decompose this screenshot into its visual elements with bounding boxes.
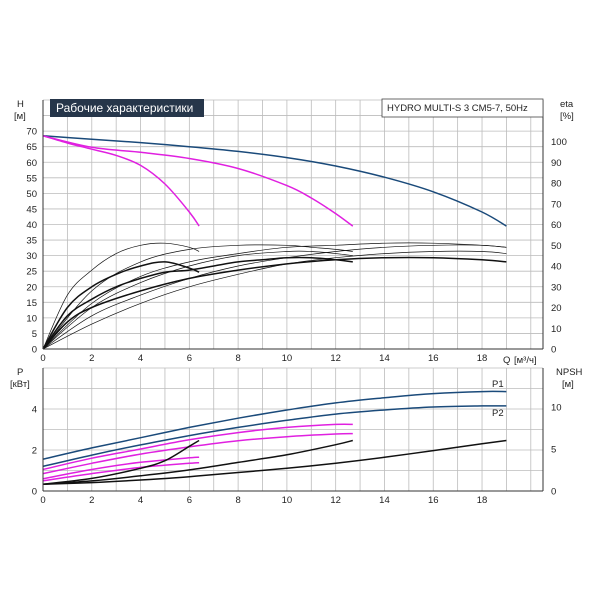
P-reduced-curve — [42, 456, 200, 480]
eta-curve — [42, 256, 353, 350]
lower-q-tick-label: 14 — [379, 495, 390, 506]
lower-q-tick-label: 10 — [282, 495, 293, 506]
npsh-tick-label: 0 — [551, 487, 556, 498]
lower-q-tick-label: 6 — [187, 495, 192, 506]
q-tick-label: 10 — [282, 353, 293, 364]
lower-q-tick-label: 18 — [477, 495, 488, 506]
npsh-axis-unit: [м] — [562, 379, 574, 390]
h-tick-label: 0 — [32, 345, 37, 356]
eta-axis-unit: [%] — [560, 111, 574, 122]
eta-axis-label: eta — [560, 99, 574, 110]
model-label: HYDRO MULTI-S 3 CM5-7, 50Hz — [387, 103, 528, 114]
q-tick-label: 0 — [40, 353, 45, 364]
h-tick-label: 60 — [26, 158, 37, 169]
h-tick-label: 35 — [26, 236, 37, 247]
tick-labels: 0510152025303540455055606570010203040506… — [26, 127, 566, 506]
p-axis-unit: [кВт] — [10, 379, 30, 390]
h-tick-label: 20 — [26, 282, 37, 293]
h-tick-label: 5 — [32, 329, 37, 340]
plot-axes — [42, 100, 544, 492]
lower-q-tick-label: 8 — [235, 495, 240, 506]
eta-thin-curve — [42, 250, 353, 350]
h-tick-label: 45 — [26, 204, 37, 215]
lower-plot-grid — [43, 367, 543, 491]
q-axis-label: Q — [503, 355, 510, 366]
head-curve — [42, 135, 200, 227]
eta-tick-label: 70 — [551, 199, 562, 210]
lower-q-tick-label: 2 — [89, 495, 94, 506]
h-tick-label: 70 — [26, 127, 37, 138]
eta-tick-label: 30 — [551, 282, 562, 293]
head-curve — [42, 135, 354, 227]
p2-curve — [42, 405, 507, 468]
model-box — [381, 98, 544, 118]
q-tick-label: 8 — [235, 353, 240, 364]
q-tick-label: 4 — [138, 353, 143, 364]
eta-thin-curve — [42, 242, 507, 350]
eta-tick-label: 90 — [551, 158, 562, 169]
eta-thin-curve — [42, 242, 200, 350]
P-reduced-curve — [42, 423, 353, 471]
npsh-curve — [42, 439, 200, 486]
npsh-curve — [42, 439, 507, 486]
p2-label: P2 — [492, 408, 504, 419]
upper-plot-curves — [42, 135, 507, 350]
eta-thin-curve — [42, 244, 507, 350]
head-curve — [42, 135, 507, 227]
npsh-tick-label: 5 — [551, 444, 556, 455]
lower-plot-curves — [42, 390, 507, 486]
lower-q-tick-label: 0 — [40, 495, 45, 506]
eta-tick-label: 40 — [551, 262, 562, 273]
q-tick-label: 18 — [477, 353, 488, 364]
npsh-tick-label: 10 — [551, 402, 562, 413]
h-tick-label: 30 — [26, 251, 37, 262]
eta-thin-curve — [42, 244, 353, 350]
eta-curve — [42, 261, 200, 350]
q-tick-label: 14 — [379, 353, 390, 364]
h-tick-label: 40 — [26, 220, 37, 231]
q-tick-label: 16 — [428, 353, 439, 364]
eta-tick-label: 0 — [551, 345, 556, 356]
p-tick-label: 0 — [32, 487, 37, 498]
lower-q-tick-label: 4 — [138, 495, 143, 506]
P-reduced-curve — [42, 432, 353, 475]
npsh-curve — [42, 439, 353, 486]
q-tick-label: 6 — [187, 353, 192, 364]
eta-tick-label: 80 — [551, 179, 562, 190]
eta-tick-label: 20 — [551, 303, 562, 314]
eta-thin-curve — [42, 250, 507, 350]
eta-tick-label: 60 — [551, 220, 562, 231]
h-tick-label: 15 — [26, 298, 37, 309]
p1-label: P1 — [492, 379, 504, 390]
h-tick-label: 55 — [26, 173, 37, 184]
lower-q-tick-label: 16 — [428, 495, 439, 506]
h-tick-label: 10 — [26, 313, 37, 324]
p1-curve — [42, 390, 507, 460]
eta-tick-label: 50 — [551, 241, 562, 252]
q-axis-unit: [м³/ч] — [514, 355, 537, 366]
h-tick-label: 50 — [26, 189, 37, 200]
p-tick-label: 2 — [32, 446, 37, 457]
npsh-axis-label: NPSH — [556, 367, 583, 378]
h-tick-label: 65 — [26, 142, 37, 153]
eta-tick-label: 10 — [551, 324, 562, 335]
upper-plot-grid — [43, 99, 543, 349]
q-tick-label: 2 — [89, 353, 94, 364]
title-box — [50, 99, 204, 117]
q-tick-label: 12 — [330, 353, 341, 364]
P-reduced-curve — [42, 461, 200, 482]
p-tick-label: 4 — [32, 405, 37, 416]
h-tick-label: 25 — [26, 267, 37, 278]
lower-q-tick-label: 12 — [330, 495, 341, 506]
chart-title: Рабочие характеристики — [56, 101, 193, 115]
p-axis-label: P — [17, 367, 23, 378]
h-axis-unit: [м] — [14, 111, 26, 122]
eta-curve — [42, 256, 507, 350]
eta-tick-label: 100 — [551, 137, 567, 148]
h-axis-label: H — [17, 99, 24, 110]
